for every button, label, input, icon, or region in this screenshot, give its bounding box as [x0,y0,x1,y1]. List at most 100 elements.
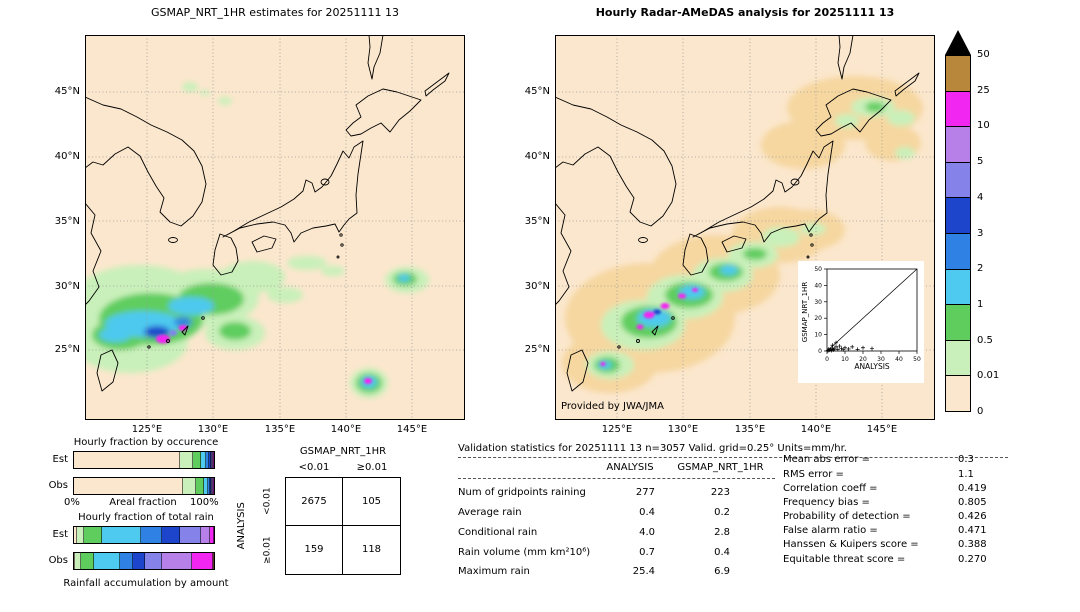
stats-metric-row: Hanssen & Kuipers score = 0.388 [783,538,1013,552]
stats-sr-v1: 0.4 [639,506,655,518]
lat-tick-label: 45°N [54,86,80,97]
scatter-point [835,347,840,352]
inset-y-tick-label: 40 [814,282,822,289]
bar-segment-magenta [209,527,214,543]
scatter-point [830,343,835,348]
contingency-row-header-lt: <0.01 [262,487,273,516]
metric-label: False alarm ratio = [783,525,878,537]
bar-segment-purple [162,553,192,569]
inset-x-tick-label: 40 [895,356,903,363]
scatter-point [832,347,837,352]
colorbar-segment-sky_blue [946,232,970,269]
colorbar [945,55,971,412]
contingency-cell-hit: 118 [361,544,382,556]
bar-segment-sky_blue [141,527,163,543]
scatter-point [841,347,846,352]
occurrence-chart-title: Hourly fraction by occurence [73,437,219,448]
lon-tick-label: 145°E [866,424,898,435]
bar-segment-periwinkle [210,452,213,468]
scatter-point [870,346,874,351]
totalrain-obs-label: Obs [48,555,68,566]
stats-table-row: Rain volume (mm km²10⁶) 0.7 0.4 [458,542,778,562]
left-map [85,35,465,420]
occurrence-obs-label: Obs [48,480,68,491]
stats-table-row: Maximum rain 25.4 6.9 [458,562,778,582]
occurrence-obs-bar [73,477,215,495]
colorbar-tick-label: 2 [977,263,984,275]
inset-axis-ticks: 00 10 10 20 20 30 30 40 40 50 50 [814,266,921,363]
stats-metric-row: RMS error = 1.1 [783,467,1013,481]
bar-segment-cyan [200,452,207,468]
bar-segment-cyan [93,553,121,569]
contingency-row-axis: ANALYSIS [236,502,248,550]
bar-segment-pale_green [75,553,81,569]
colorbar-segment-periwinkle [946,161,970,198]
lon-tick-label: 140°E [330,424,362,435]
stats-sr-label: Num of gridpoints raining [458,487,586,499]
scatter-point [855,347,860,352]
bar-segment-purple [201,527,210,543]
occurrence-xmax-label: 100% [190,497,219,508]
stats-sr-v2: 0.2 [714,506,730,518]
colorbar-tick-label: 10 [977,120,990,132]
totalrain-est-bar [73,526,215,544]
bar-segment-map_bg [74,452,180,468]
contingency-title: GSMAP_NRT_1HR [299,446,387,457]
stats-sr-label: Average rain [458,506,522,518]
metric-value: 0.471 [958,525,987,537]
contingency-cell-miss: 159 [286,526,343,574]
bar-segment-tan [212,553,214,569]
bar-segment-sky_blue [208,478,210,494]
bar-segment-magenta [213,452,215,468]
stats-col-header-gsmap: GSMAP_NRT_1HR [677,462,764,473]
stats-sr-v2: 223 [710,487,730,499]
stats-sr-v1: 277 [635,487,655,499]
colorbar-tick-label: 50 [977,49,990,60]
lon-tick-label: 135°E [734,424,766,435]
metric-value: 0.270 [958,553,987,565]
scatter-point [850,344,855,349]
colorbar-overflow-triangle [945,30,971,55]
bar-segment-pale_green [183,478,196,494]
metric-value: 0.3 [958,454,974,466]
inset-x-tick-label: 30 [877,356,885,363]
lat-tick-label: 40°N [524,151,550,162]
left-map-title: GSMAP_NRT_1HR estimates for 20251111 13 [150,6,400,19]
scatter-point [834,344,838,349]
lat-tick-label: 25°N [524,344,550,355]
colorbar-segment-pale_green [946,339,970,376]
colorbar-segment-map_bg [946,375,970,411]
bar-segment-magenta [191,553,213,569]
bar-segment-periwinkle [210,478,212,494]
colorbar-tick-label: 3 [977,227,984,239]
stats-table-row: Num of gridpoints raining 277 223 [458,483,778,503]
colorbar-segment-cyan [946,268,970,305]
scatter-point [861,345,865,350]
occurrence-est-bar [73,451,215,469]
totalrain-chart-title: Hourly fraction of total rain [78,512,214,523]
stats-metric-row: Correlation coeff = 0.419 [783,481,1013,495]
scatter-point [834,340,838,345]
metric-value: 0.419 [958,482,987,494]
lat-tick-label: 45°N [524,86,550,97]
stats-metric-row: Probability of detection = 0.426 [783,510,1013,524]
colorbar-tick-label: 0 [977,406,984,417]
bar-segment-cyan [204,478,209,494]
stats-sr-label: Maximum rain [458,566,530,578]
bar-segment-sky_blue [120,553,133,569]
inset-y-tick-label: 20 [814,315,822,322]
scatter-point [829,348,834,353]
bar-segment-blue [209,478,211,494]
bar-segment-pale_green [76,527,84,543]
colorbar-segment-blue [946,197,970,233]
bar-segment-pale_green [179,452,193,468]
occurrence-xmin-label: 0% [64,497,80,508]
stats-table-row: Average rain 0.4 0.2 [458,503,778,523]
stats-sr-v1: 4.0 [639,526,655,538]
inset-y-tick-label: 50 [814,266,822,273]
scatter-point [831,347,836,352]
lon-tick-label: 145°E [396,424,428,435]
bar-segment-blue [132,553,146,569]
colorbar-tick-label: 1 [977,298,984,310]
